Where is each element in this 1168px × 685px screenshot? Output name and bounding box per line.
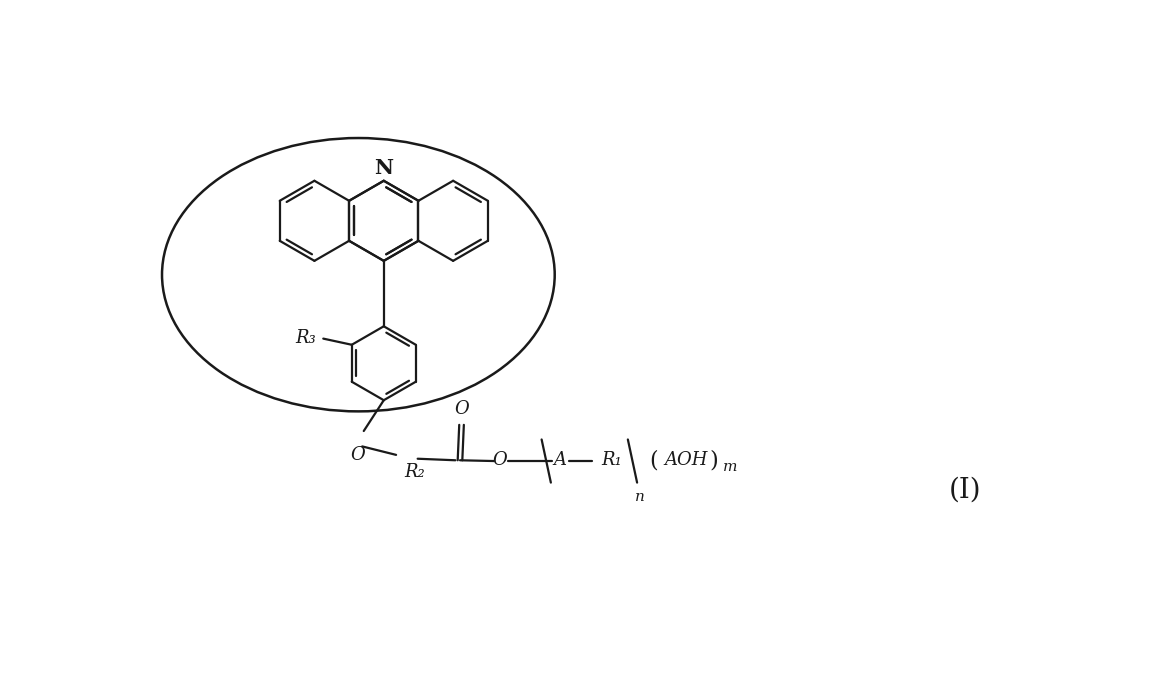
Text: ): ) (709, 449, 718, 471)
Text: R₁: R₁ (602, 451, 623, 469)
Text: N: N (374, 158, 394, 177)
Text: O: O (350, 447, 364, 464)
Text: O: O (454, 400, 468, 418)
Text: R₂: R₂ (404, 463, 424, 482)
Text: (Ⅰ): (Ⅰ) (948, 477, 981, 503)
Text: (: ( (649, 449, 658, 471)
Text: R₃: R₃ (294, 329, 315, 347)
Text: n: n (635, 490, 645, 504)
Text: AOH: AOH (665, 451, 708, 469)
Text: m: m (723, 460, 737, 474)
Text: O: O (493, 451, 507, 469)
Text: A: A (554, 451, 566, 469)
